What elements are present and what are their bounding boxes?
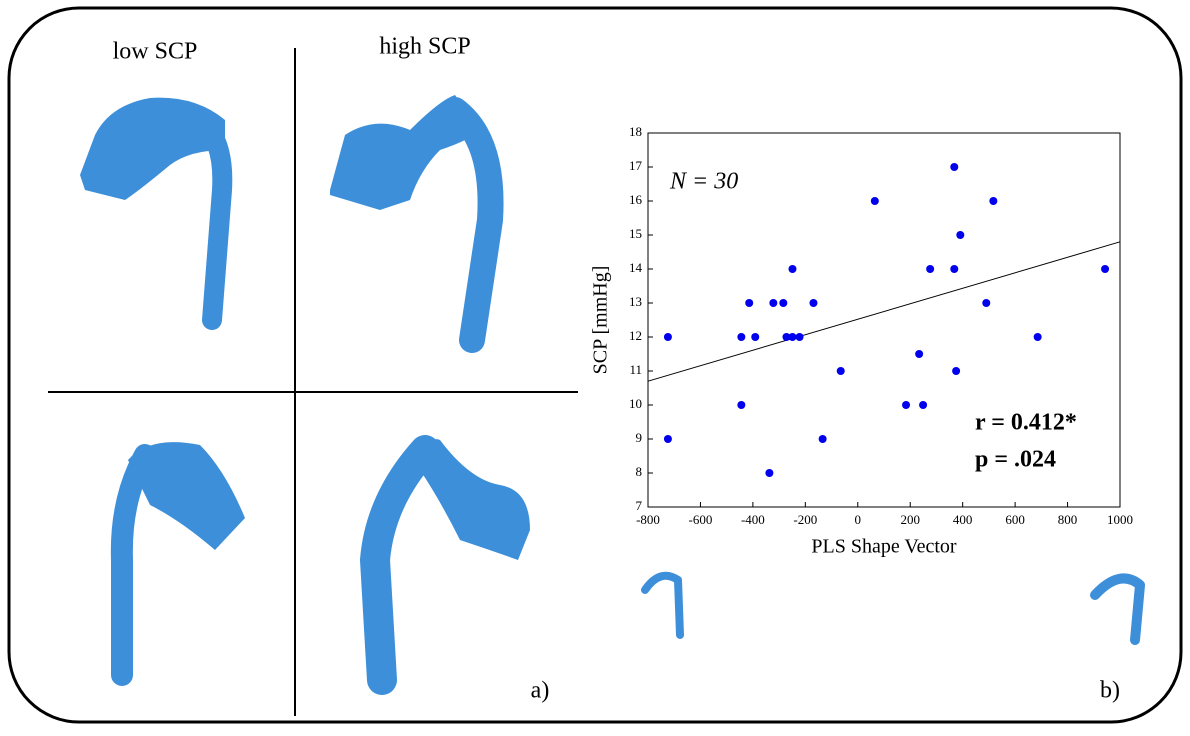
point [809, 299, 818, 307]
point [788, 265, 797, 273]
x-tick-label: 200 [900, 512, 920, 527]
y-tick-label: 13 [629, 294, 642, 309]
point [737, 333, 746, 341]
point [982, 299, 991, 307]
panel-label: b) [1100, 678, 1120, 704]
x-tick-label: 0 [855, 512, 862, 527]
point [919, 401, 928, 409]
point [926, 265, 935, 273]
point [836, 367, 845, 375]
y-axis-label: SCP [mmHg] [590, 266, 612, 375]
point [663, 435, 672, 443]
point [950, 163, 959, 171]
point [956, 231, 965, 239]
point [1033, 333, 1042, 341]
point [769, 299, 778, 307]
y-tick-label: 15 [629, 226, 642, 241]
x-tick-label: -800 [636, 512, 660, 527]
x-tick-label: 800 [1058, 512, 1078, 527]
fit-line [647, 241, 1121, 382]
point [745, 299, 754, 307]
y-tick-label: 14 [629, 260, 643, 275]
aorta-shape [330, 95, 504, 353]
y-tick-label: 17 [629, 158, 643, 173]
point [950, 265, 959, 273]
y-tick-label: 9 [636, 430, 643, 445]
y-tick-label: 7 [636, 498, 643, 513]
y-tick-label: 10 [629, 396, 642, 411]
x-tick-label: 600 [1005, 512, 1025, 527]
y-tick-label: 18 [629, 124, 642, 139]
annotation: r = 0.412* [975, 410, 1077, 436]
point [737, 401, 746, 409]
point [782, 333, 791, 341]
point [915, 350, 924, 358]
aorta-shape [110, 442, 245, 686]
point [1101, 265, 1110, 273]
aorta-shape [80, 97, 233, 330]
point [765, 469, 774, 477]
point [779, 299, 788, 307]
panel-label: a) [531, 678, 550, 704]
aorta-thumbnail [641, 571, 1145, 645]
point [870, 197, 879, 205]
point [989, 197, 998, 205]
point [952, 367, 961, 375]
plot-area [647, 132, 1121, 508]
point [788, 333, 797, 341]
y-tick-label: 11 [629, 362, 642, 377]
point [751, 333, 760, 341]
annotation: N = 30 [669, 169, 738, 195]
x-tick-label: -600 [689, 512, 713, 527]
point [818, 435, 827, 443]
y-tick-label: 12 [629, 328, 642, 343]
point [795, 333, 804, 341]
y-tick-label: 8 [636, 464, 643, 479]
x-axis-label: PLS Shape Vector [811, 536, 957, 558]
column-label: low SCP [113, 39, 198, 65]
x-tick-label: -400 [741, 512, 765, 527]
point [902, 401, 911, 409]
y-tick-label: 16 [629, 192, 643, 207]
column-label: high SCP [379, 34, 470, 60]
x-tick-label: 1000 [1107, 512, 1133, 527]
aorta-shape [360, 435, 530, 695]
annotation: p = .024 [975, 447, 1056, 473]
x-tick-label: 400 [953, 512, 973, 527]
x-tick-label: -200 [793, 512, 817, 527]
frame [7, 6, 1183, 724]
point [663, 333, 672, 341]
